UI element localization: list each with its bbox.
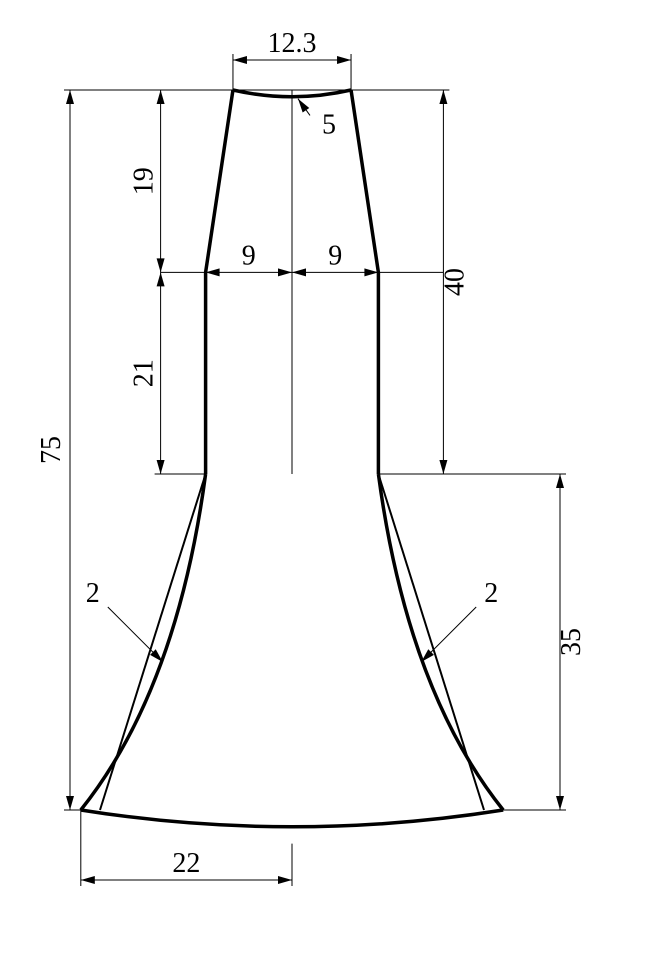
dim-19: 19 xyxy=(129,167,160,195)
dim-21: 21 xyxy=(129,359,160,387)
label-5: 5 xyxy=(322,109,336,140)
dim-9-left: 9 xyxy=(242,240,256,271)
dim-9-right: 9 xyxy=(328,240,342,271)
dim-40: 40 xyxy=(439,268,470,296)
dim-22: 22 xyxy=(172,848,200,879)
dim-top-width: 12.3 xyxy=(268,28,317,59)
dim-2-left: 2 xyxy=(86,578,100,609)
dim-35: 35 xyxy=(556,628,587,656)
dim-75: 75 xyxy=(36,436,67,464)
dim-2-right: 2 xyxy=(484,578,498,609)
